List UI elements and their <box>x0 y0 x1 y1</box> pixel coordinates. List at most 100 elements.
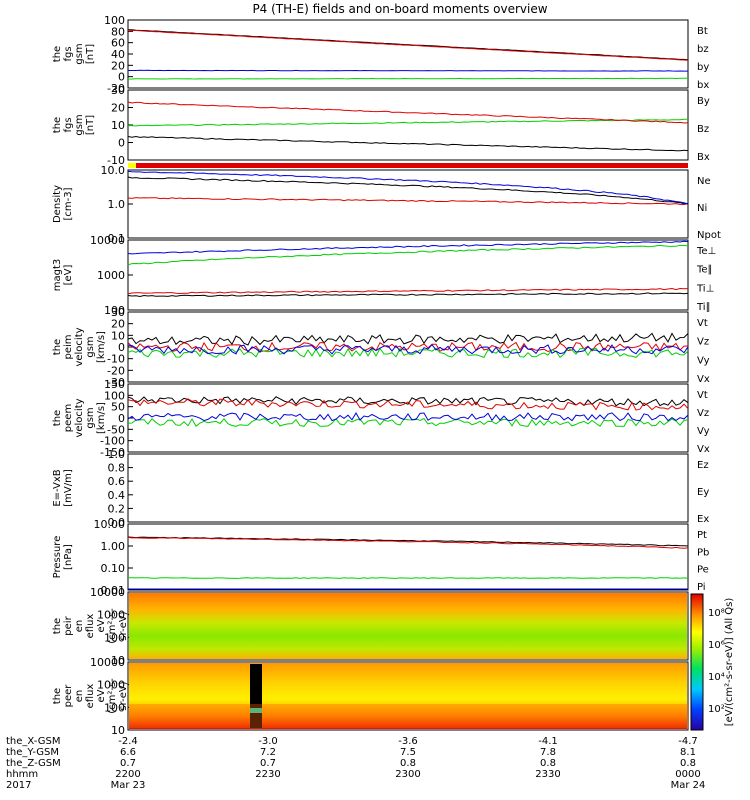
heatmap-gap-band <box>250 708 262 713</box>
series-Vz <box>127 398 689 411</box>
colorbar-tick: 10⁸ <box>708 608 725 619</box>
series-Ti∥ <box>127 244 689 266</box>
ylabel-line: [eV] <box>63 265 74 286</box>
series-by <box>127 77 689 80</box>
series-Vy <box>127 417 689 428</box>
panel-frame-efield <box>127 453 689 523</box>
colorbar-tick: 10⁴ <box>708 672 725 683</box>
series-Pt <box>127 536 689 547</box>
legend-Pe: Pe <box>697 565 709 576</box>
ylabel-line: en <box>74 690 85 703</box>
ytick-label: 0.4 <box>108 489 126 502</box>
series-Vx <box>127 412 689 422</box>
ylabel-line: velocity <box>74 398 85 437</box>
ytick-label: 30 <box>111 306 125 319</box>
axis-row-value: -4.1 <box>538 736 558 747</box>
series-Ni <box>127 176 689 205</box>
ylabel-line: peim <box>63 334 74 359</box>
ytick-label: -10 <box>107 353 125 366</box>
panel-frame-fgs_gsm_bt <box>127 19 689 89</box>
ytick-label: 100 <box>104 14 125 27</box>
ylabel-line: [nT] <box>85 44 96 64</box>
legend-Vz: Vz <box>697 408 709 419</box>
ytick-label: 40 <box>111 48 125 61</box>
colorbar-tick: 10² <box>708 704 725 715</box>
ytick-label: 10000 <box>90 234 125 247</box>
panel-frame-peer_eflux <box>127 661 689 731</box>
ytick-label: 0 <box>118 412 125 425</box>
mode-bar-start <box>128 163 136 168</box>
ylabel-line: en <box>74 620 85 633</box>
series-Vx <box>127 343 689 355</box>
axis-row-label: the_Y-GSM <box>6 747 59 758</box>
legend-Pb: Pb <box>697 547 709 558</box>
ytick-label: 10 <box>111 654 125 667</box>
panel-frame-peim_velocity <box>127 311 689 383</box>
axis-row-value: Mar 24 <box>671 780 706 791</box>
ytick-label: -150 <box>100 446 125 459</box>
panel-frame-peir_eflux <box>127 591 689 661</box>
ytick-label: 10 <box>111 329 125 342</box>
legend-Te⊥: Te⊥ <box>696 246 716 257</box>
ytick-label: 1.00 <box>101 540 126 553</box>
series-Vz <box>127 341 689 353</box>
heatmap-peer_eflux <box>129 663 687 729</box>
ytick-label: 1.0 <box>108 448 126 461</box>
ytick-label: -100 <box>100 435 125 448</box>
ylabel-line: velocity <box>74 327 85 366</box>
ylabel-line: fgs <box>63 117 74 132</box>
ytick-label: 30 <box>111 84 125 97</box>
ytick-label: 100 <box>104 304 125 317</box>
series-Ne <box>127 197 689 206</box>
legend-Vz: Vz <box>697 337 709 348</box>
series-bz <box>127 29 689 61</box>
legend-Te∥: Te∥ <box>696 265 713 276</box>
axis-row-value: Mar 23 <box>111 780 146 791</box>
legend-Vt: Vt <box>697 390 708 401</box>
ylabel-line: the <box>52 618 63 634</box>
colorbar <box>690 593 704 731</box>
ylabel-line: the <box>52 339 63 355</box>
ytick-label: 100 <box>104 389 125 402</box>
ytick-label: 1000 <box>97 269 125 282</box>
ytick-label: 1000 <box>97 679 125 692</box>
heatmap-peir_eflux <box>129 593 687 659</box>
axis-row-value: 7.5 <box>400 747 416 758</box>
legend-by: by <box>697 62 709 73</box>
ylabel-line: gsm <box>74 43 85 64</box>
ytick-label: 20 <box>111 318 125 331</box>
legend-Bz: Bz <box>697 124 709 135</box>
panel-frame-pressure <box>127 523 689 591</box>
ylabel-line: eflux <box>85 684 96 709</box>
axis-row-value: 0.7 <box>260 758 276 769</box>
legend-Vt: Vt <box>697 318 708 329</box>
axis-row-label: hhmm <box>6 769 38 780</box>
legend-By: By <box>697 96 710 107</box>
axis-row-label: the_Z-GSM <box>6 758 61 769</box>
legend-Vy: Vy <box>697 355 710 366</box>
ylabel-line: magt3 <box>52 259 63 292</box>
series-Pb <box>127 536 689 549</box>
axis-row-value: 2300 <box>395 769 420 780</box>
series-Pe <box>127 577 689 579</box>
ylabel-line: Pressure <box>52 536 63 579</box>
series-By <box>128 118 689 127</box>
ytick-label: 80 <box>111 25 125 38</box>
legend-Ex: Ex <box>697 514 709 525</box>
axis-row-value: 7.2 <box>260 747 276 758</box>
ylabel-line: eflux <box>85 614 96 639</box>
legend-Ti⊥: Ti⊥ <box>696 283 714 294</box>
legend-Vy: Vy <box>697 426 710 437</box>
ylabel-line: E=-VxB <box>52 469 63 506</box>
series-Bz <box>127 101 689 124</box>
axis-row-value: -4.7 <box>678 736 698 747</box>
ylabel-line: [cm-3] <box>63 187 74 220</box>
axis-row-value: 0.8 <box>400 758 416 769</box>
ylabel-line: Density <box>52 185 63 223</box>
legend-bz: bz <box>697 44 709 55</box>
figure-title: P4 (TH-E) fields and on-board moments ov… <box>252 2 547 16</box>
axis-row-value: -2.4 <box>118 736 138 747</box>
ylabel-line: sr-eV) <box>118 611 129 640</box>
axis-row-value: 0.8 <box>680 758 696 769</box>
